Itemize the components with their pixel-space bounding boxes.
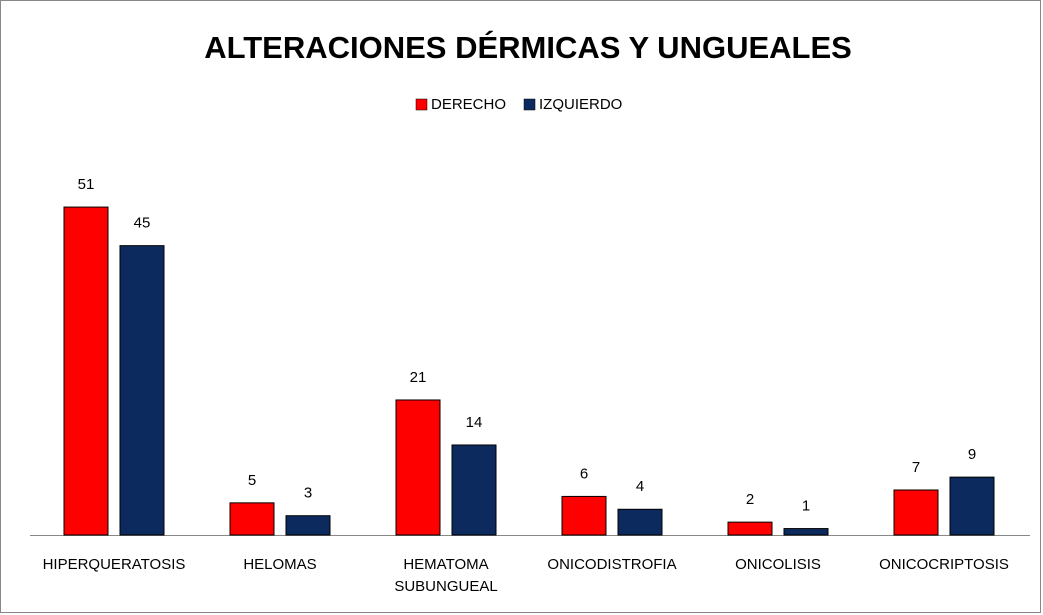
bar xyxy=(229,502,275,536)
data-label: 51 xyxy=(78,176,95,193)
bar xyxy=(451,444,497,536)
bar xyxy=(617,508,663,536)
bar xyxy=(893,489,939,536)
bar xyxy=(63,206,109,536)
x-tick-label: HEMATOMA SUBUNGUEAL xyxy=(394,556,498,595)
x-tick-label: HELOMAS xyxy=(243,556,317,573)
x-tick-label: ONICOLISIS xyxy=(735,556,821,573)
bar xyxy=(783,528,829,536)
x-tick-label: ONICODISTROFIA xyxy=(547,556,677,573)
chart-title: ALTERACIONES DÉRMICAS Y UNGUEALES xyxy=(204,30,852,65)
legend-label: DERECHO xyxy=(431,96,506,113)
legend-label: IZQUIERDO xyxy=(539,96,622,113)
data-label: 3 xyxy=(304,485,312,502)
data-label: 5 xyxy=(248,472,256,489)
data-label: 45 xyxy=(134,215,151,232)
bar xyxy=(727,521,773,536)
data-label: 9 xyxy=(968,446,976,463)
data-label: 7 xyxy=(912,459,920,476)
data-label: 4 xyxy=(636,478,644,495)
bar xyxy=(285,515,331,536)
data-label: 2 xyxy=(746,491,754,508)
data-label: 6 xyxy=(580,465,588,482)
bar xyxy=(119,245,165,536)
data-label: 1 xyxy=(802,498,810,515)
x-tick-label: HIPERQUERATOSIS xyxy=(42,556,186,573)
bar xyxy=(561,495,607,536)
x-tick-label: ONICOCRIPTOSIS xyxy=(879,556,1009,573)
data-label: 14 xyxy=(466,414,483,431)
bar xyxy=(395,399,441,536)
bar xyxy=(949,476,995,536)
data-label: 21 xyxy=(410,369,427,386)
legend-swatch xyxy=(415,98,428,111)
legend-swatch xyxy=(523,98,536,111)
